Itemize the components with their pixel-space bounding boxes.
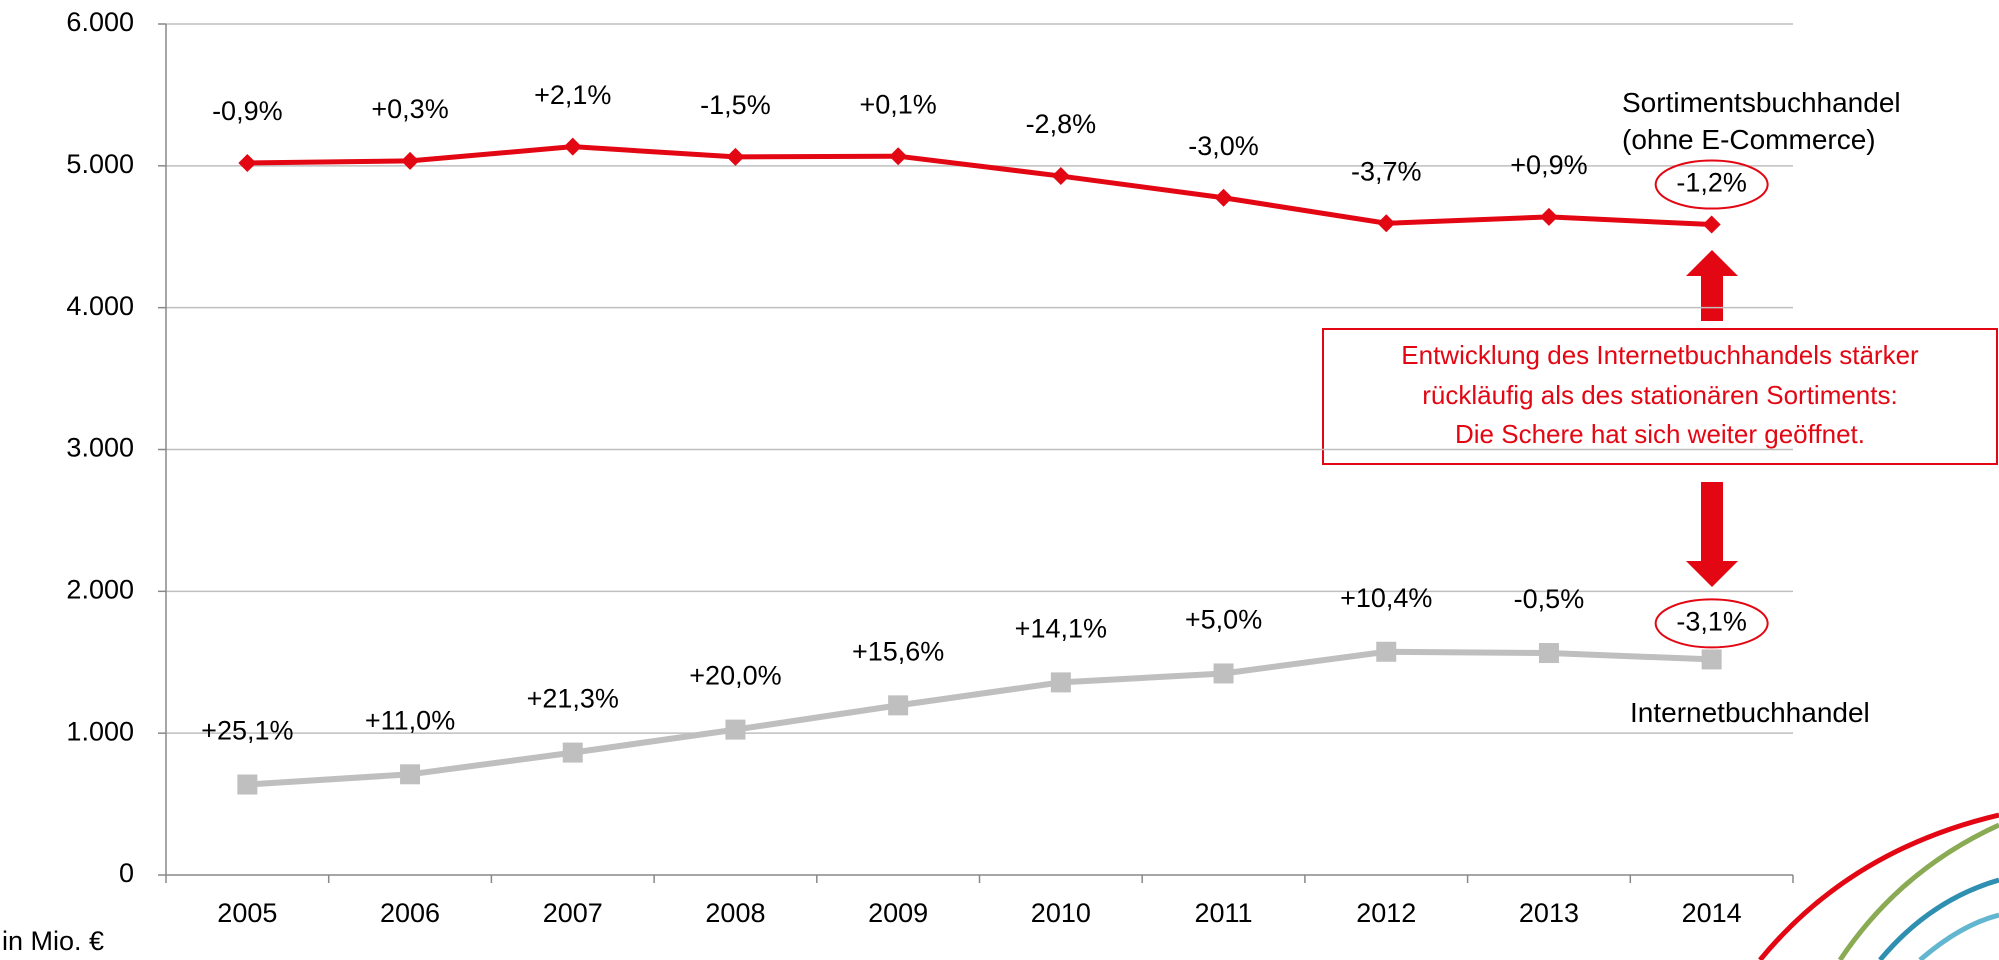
- marker: [1050, 672, 1071, 693]
- marker: [889, 147, 908, 166]
- marker: [1376, 641, 1397, 662]
- y-tick-label: 5.000: [66, 149, 134, 179]
- marker: [237, 774, 258, 795]
- marker: [238, 153, 257, 172]
- change-label: -3,0%: [1188, 131, 1259, 161]
- change-label: +11,0%: [365, 705, 455, 735]
- x-tick-label: 2011: [1195, 898, 1253, 928]
- y-tick-label: 1.000: [66, 716, 134, 746]
- change-label: +5,0%: [1185, 605, 1262, 635]
- highlight-ring: [1654, 159, 1769, 210]
- series-label: Sortimentsbuchhandel (ohne E-Commerce): [1622, 87, 1901, 155]
- marker: [726, 147, 745, 166]
- series-line: [247, 648, 1712, 788]
- change-label: +0,1%: [859, 89, 936, 119]
- change-label: -3,7%: [1351, 156, 1422, 186]
- x-tick-label: 2005: [217, 898, 277, 928]
- marker: [401, 151, 420, 170]
- x-tick-label: 2006: [380, 898, 440, 928]
- x-tick-label: 2013: [1519, 898, 1579, 928]
- annotation-box: [1322, 328, 1998, 465]
- change-label: +14,1%: [1015, 614, 1107, 644]
- y-tick-label: 6.000: [66, 7, 134, 37]
- x-tick-label: 2008: [705, 898, 765, 928]
- marker: [888, 695, 909, 716]
- marker: [725, 719, 746, 740]
- change-label: +10,4%: [1340, 583, 1432, 613]
- marker: [1538, 643, 1559, 664]
- change-label: -0,5%: [1514, 584, 1585, 614]
- change-label: -2,8%: [1026, 109, 1097, 139]
- x-tick-label: 2007: [543, 898, 603, 928]
- marker: [1701, 649, 1722, 670]
- x-tick-label: 2010: [1031, 898, 1091, 928]
- unit-label: in Mio. €: [2, 926, 104, 956]
- x-tick-label: 2012: [1356, 898, 1416, 928]
- y-tick-label: 4.000: [66, 291, 134, 321]
- marker: [1213, 663, 1234, 684]
- change-label: +0,3%: [371, 94, 448, 124]
- change-label: +15,6%: [852, 636, 944, 666]
- y-tick-label: 0: [119, 858, 134, 888]
- change-label: +20,0%: [689, 661, 781, 691]
- marker: [1539, 207, 1558, 226]
- arrow-up: [1686, 250, 1738, 321]
- x-tick-label: 2009: [868, 898, 928, 928]
- marker: [1377, 214, 1396, 233]
- series-line: [247, 144, 1712, 228]
- y-tick-label: 2.000: [66, 574, 134, 604]
- decoration: [1758, 812, 1999, 960]
- marker: [1214, 188, 1233, 207]
- marker: [400, 764, 421, 785]
- marker: [563, 137, 582, 156]
- change-label: -1,5%: [700, 90, 771, 120]
- arrow-down: [1686, 482, 1738, 587]
- change-label: -1,2%: [1676, 168, 1747, 198]
- change-label: -0,9%: [212, 96, 283, 126]
- annotation-line: Entwicklung des Internetbuchhandels stär…: [1401, 340, 1919, 370]
- change-label: -3,1%: [1676, 607, 1747, 637]
- x-tick-label: 2014: [1682, 898, 1742, 928]
- series-label: Internetbuchhandel: [1630, 697, 1870, 728]
- marker: [1051, 167, 1070, 186]
- highlight-ring: [1654, 598, 1769, 649]
- change-label: +0,9%: [1510, 150, 1587, 180]
- annotation-line: Die Schere hat sich weiter geöffnet.: [1455, 419, 1865, 449]
- marker: [562, 742, 583, 763]
- change-label: +25,1%: [201, 716, 293, 746]
- marker: [1702, 215, 1721, 234]
- change-label: +2,1%: [534, 80, 611, 110]
- annotation-line: rückläufig als des stationären Sortiment…: [1422, 380, 1897, 410]
- change-label: +21,3%: [527, 684, 619, 714]
- y-tick-label: 3.000: [66, 433, 134, 463]
